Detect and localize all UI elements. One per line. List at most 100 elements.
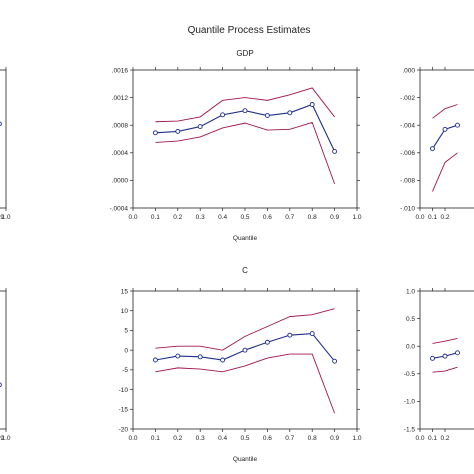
y-tick-label: -10 [119, 387, 129, 394]
x-tick-label: 0.7 [285, 435, 294, 442]
lower-band-line [155, 121, 336, 185]
estimate-marker [175, 128, 181, 134]
y-tick-label: .0004 [112, 150, 129, 157]
x-axis-label: Quantile [233, 235, 258, 242]
estimate-marker [220, 112, 226, 118]
upper-band-line [155, 87, 335, 123]
estimate-marker [430, 355, 435, 361]
estimate-marker [287, 332, 293, 338]
y-tick-label: 15 [121, 288, 129, 295]
x-tick-label: 0.6 [263, 435, 272, 442]
y-tick-label: 10 [121, 308, 129, 315]
y-tick-label: -.010 [400, 205, 415, 212]
y-tick-label: .0008 [112, 123, 129, 130]
lower-band-line [155, 353, 336, 414]
plot-frame [419, 69, 474, 209]
x-tick-label: 0.7 [285, 214, 294, 221]
x-tick-label: 0.1 [428, 435, 437, 442]
estimate-marker [287, 110, 293, 116]
plot-frame [0, 290, 7, 430]
y-tick-label: -.0004 [110, 205, 129, 212]
x-tick-label: 1.0 [352, 435, 361, 442]
panel-subtitle: C [242, 266, 248, 275]
estimate-marker [175, 353, 181, 359]
y-tick-label: -5 [122, 367, 128, 374]
x-axis-label: Quantile [233, 456, 258, 463]
estimate-marker [242, 108, 248, 114]
y-tick-label: 0.0 [406, 344, 415, 351]
estimate-marker [197, 354, 203, 360]
estimate-line [155, 333, 336, 362]
x-tick-label: 0.2 [440, 435, 449, 442]
plot-frame [0, 69, 7, 209]
x-tick-label: 0.5 [240, 435, 249, 442]
upper-band-line [155, 308, 335, 351]
chart-panel-5: C -20 -15 -10 -5 0 5 10 15 0.0 0.1 0.2 0.3 0.4 0.5 0.6 0… [119, 266, 362, 463]
chart-panel-2: GDP -.0004 .0000 .0004 .0008 .0012 .0016 0.0 0.1… [110, 49, 362, 242]
panel-subtitle: GDP [236, 49, 253, 58]
estimate-marker [332, 358, 338, 364]
estimate-marker [220, 357, 226, 363]
x-tick-label: 0.0 [415, 435, 424, 442]
estimate-marker [455, 350, 460, 356]
x-tick-label: 0.4 [218, 435, 227, 442]
lower-band-line [432, 152, 458, 192]
x-tick-label: 0.0 [128, 435, 137, 442]
x-tick-label: 0.0 [415, 214, 424, 221]
estimate-marker [455, 122, 460, 128]
x-tick-label: 0.1 [428, 214, 437, 221]
x-tick-label: 0.5 [240, 214, 249, 221]
y-tick-label: .0012 [112, 95, 129, 102]
chart-panel-1: 0.70.80.91.0 [0, 67, 11, 221]
y-tick-label: -.002 [400, 95, 415, 102]
x-tick-label: 0.6 [263, 214, 272, 221]
x-tick-label: 0.9 [0, 214, 4, 221]
y-tick-label: -20 [119, 426, 129, 433]
x-tick-label: 0.2 [173, 435, 182, 442]
estimate-marker [264, 339, 270, 345]
x-tick-label: 0.3 [196, 214, 205, 221]
estimate-marker [332, 148, 338, 154]
x-tick-label: 0.8 [308, 435, 317, 442]
x-tick-label: 1.0 [352, 214, 361, 221]
x-tick-label: 0.9 [330, 214, 339, 221]
estimate-marker [242, 347, 248, 353]
y-tick-label: 0 [124, 347, 128, 354]
y-tick-label: -15 [119, 407, 129, 414]
plot-frame [419, 290, 474, 430]
plot-frame [132, 69, 358, 209]
y-tick-label: 5 [124, 328, 128, 335]
figure-title: Quantile Process Estimates [188, 25, 311, 36]
y-tick-label: .000 [402, 67, 415, 74]
estimate-marker [264, 113, 270, 118]
y-tick-label: 1.0 [406, 288, 415, 295]
upper-band-line [432, 104, 458, 119]
estimate-marker [430, 146, 435, 152]
lower-band-line [432, 366, 458, 373]
y-tick-label: -.008 [400, 178, 415, 185]
y-tick-label: -.006 [400, 150, 415, 157]
estimate-marker [442, 353, 448, 359]
y-tick-label: .0016 [112, 67, 129, 74]
y-tick-label: -.004 [400, 123, 415, 130]
estimate-marker [309, 331, 315, 337]
estimate-marker [152, 130, 158, 136]
x-tick-label: 0.0 [128, 214, 137, 221]
chart-panel-3: -.010 -.008 -.006 -.004 -.002 .000 0.0 0.1 0.2 [400, 67, 474, 221]
x-tick-label: 0.1 [151, 435, 160, 442]
x-tick-label: 0.2 [173, 214, 182, 221]
upper-band-line [432, 338, 458, 344]
x-tick-label: 1.0 [1, 435, 10, 442]
x-tick-label: 0.8 [308, 214, 317, 221]
y-tick-label: -1.0 [404, 399, 416, 406]
x-tick-label: 0.1 [151, 214, 160, 221]
estimate-marker [0, 382, 2, 388]
estimate-marker [442, 126, 448, 132]
estimate-marker [309, 102, 315, 107]
chart-panel-4: 0.70.80.91.0 [0, 288, 11, 442]
y-tick-label: -0.5 [404, 371, 416, 378]
estimate-marker [0, 121, 2, 127]
x-tick-label: 1.0 [1, 214, 10, 221]
x-tick-label: 0.9 [0, 435, 4, 442]
